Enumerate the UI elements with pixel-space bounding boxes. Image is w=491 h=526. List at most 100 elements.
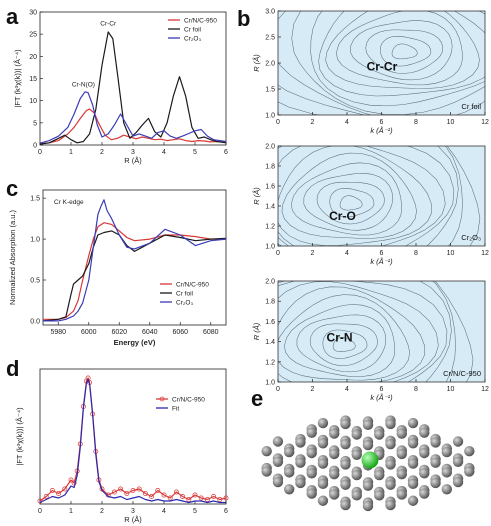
carbon-atom bbox=[430, 457, 441, 468]
carbon-atom bbox=[317, 478, 329, 490]
carbon-atom bbox=[430, 437, 441, 448]
y-tick-label: 0 bbox=[33, 143, 37, 150]
data-point bbox=[204, 497, 210, 502]
data-point bbox=[155, 488, 161, 493]
contour-line bbox=[278, 146, 446, 246]
contour-line bbox=[278, 146, 432, 246]
carbon-atom bbox=[464, 466, 475, 477]
contour-subplot-0: 0 2 4 6 8 10 12 1.0 1.5 2.0 2.5 3.0 k (Å⁻¹) R (Å) Cr-C… bbox=[252, 9, 489, 136]
contour-background bbox=[278, 281, 485, 382]
legend-label-0: Cr/N/C-950 bbox=[172, 396, 205, 403]
legend-label-1: Cr foil bbox=[176, 290, 194, 297]
x-tick-label: 2 bbox=[311, 250, 315, 257]
chart-a-ft-exafs: 0 1 2 3 4 5 6 0 5 10 15 20 25 30 R (Å) |FT (k³χ(k))| (Å… bbox=[13, 10, 228, 166]
chart-c-xanes: 5980 6000 6020 6040 6060 6080 0.0 0.5 1.0 1.5 Ener… bbox=[8, 189, 227, 347]
x-tick-label: 2 bbox=[311, 119, 315, 126]
x-tick-label: 0 bbox=[38, 149, 42, 156]
carbon-atom bbox=[351, 469, 362, 481]
contour-line bbox=[296, 314, 387, 373]
x-tick-label: 4 bbox=[162, 508, 166, 515]
x-tick-label: 0 bbox=[276, 250, 280, 257]
contour-lines bbox=[278, 11, 485, 115]
carbon-atom bbox=[374, 429, 385, 440]
y-tick-label: 1.6 bbox=[265, 184, 275, 191]
carbon-atom bbox=[407, 458, 419, 469]
y-tick-label: 1.0 bbox=[265, 113, 275, 120]
legend-label-0: Cr/N/C-950 bbox=[184, 17, 217, 24]
y-tick-label: 1.6 bbox=[265, 319, 275, 326]
x-axis-label: k (Å⁻¹) bbox=[370, 257, 393, 266]
carbon-atom bbox=[340, 499, 351, 511]
x-tick-label: 12 bbox=[481, 386, 489, 393]
contour-line bbox=[391, 43, 418, 60]
carbon-atom bbox=[396, 428, 407, 439]
x-tick-label: 2 bbox=[100, 508, 104, 515]
contour-line bbox=[336, 11, 463, 86]
peak-annotation-1: Cr-N(O) bbox=[72, 81, 95, 88]
series-line-0 bbox=[43, 222, 226, 320]
carbon-atom bbox=[362, 480, 374, 491]
carbon-atom bbox=[317, 495, 329, 506]
carbon-atom bbox=[407, 438, 419, 449]
carbon-atom bbox=[283, 467, 295, 478]
x-tick-label: 6 bbox=[224, 149, 228, 156]
contour-line bbox=[329, 188, 375, 218]
contour-line bbox=[318, 11, 485, 97]
data-point bbox=[161, 492, 167, 498]
chart-b-wavelet-contours: 0 2 4 6 8 10 12 1.0 1.5 2.0 2.5 3.0 k (Å⁻¹) R (Å) Cr-C… bbox=[252, 9, 489, 403]
y-tick-label: 2.5 bbox=[265, 35, 275, 42]
chart-d-fit: 0 1 2 3 4 5 6 R (Å) |FT (k³χ(k))| (Å⁻⁴) Cr/N/C-95… bbox=[15, 368, 229, 524]
x-tick-label: 10 bbox=[447, 386, 455, 393]
contour-line bbox=[291, 162, 402, 236]
carbon-atom bbox=[306, 447, 317, 459]
carbon-atom bbox=[407, 417, 419, 429]
y-tick-label: 1.8 bbox=[265, 164, 275, 171]
y-tick-label: 1.2 bbox=[265, 224, 275, 231]
x-tick-label: 10 bbox=[447, 119, 455, 126]
plot-frame bbox=[42, 189, 227, 326]
data-point bbox=[111, 489, 117, 495]
contour-line bbox=[316, 181, 385, 225]
carbon-atom bbox=[306, 488, 317, 499]
y-tick-label: 2.0 bbox=[265, 279, 275, 286]
y-tick-label: 30 bbox=[29, 10, 37, 17]
data-point bbox=[142, 491, 148, 496]
carbon-atom bbox=[329, 448, 340, 460]
x-axis-label: k (Å⁻¹) bbox=[370, 126, 393, 135]
contour-line bbox=[365, 29, 444, 74]
contour-line bbox=[278, 11, 485, 115]
sample-label: Cr₂O₃ bbox=[461, 233, 481, 242]
x-tick-label: 4 bbox=[345, 386, 349, 393]
data-point bbox=[124, 491, 130, 496]
carbon-atom bbox=[441, 446, 453, 458]
carbon-atom bbox=[407, 478, 419, 490]
data-point bbox=[56, 491, 62, 496]
carbon-atom bbox=[362, 419, 374, 431]
data-point bbox=[180, 494, 186, 499]
panel-label-e: e bbox=[251, 386, 263, 411]
y-tick-label: 3.0 bbox=[265, 9, 275, 16]
carbon-atom bbox=[340, 418, 351, 430]
carbon-atom bbox=[407, 495, 419, 506]
carbon-atom bbox=[306, 427, 317, 438]
contour-line bbox=[309, 323, 378, 366]
carbon-atom bbox=[374, 469, 385, 481]
data-point bbox=[167, 495, 173, 501]
chromium-atom bbox=[361, 451, 379, 469]
legend-label-0: Cr/N/C-950 bbox=[176, 281, 209, 288]
carbon-atom bbox=[374, 490, 385, 501]
data-point bbox=[118, 486, 124, 492]
carbon-atom bbox=[385, 479, 396, 490]
x-tick-label: 12 bbox=[481, 119, 489, 126]
series-line-1 bbox=[39, 378, 226, 504]
x-axis-label: k (Å⁻¹) bbox=[370, 393, 393, 402]
data-point bbox=[173, 489, 179, 495]
y-tick-label: 1.2 bbox=[265, 359, 275, 366]
y-tick-label: 0.5 bbox=[30, 278, 40, 285]
carbon-atom bbox=[385, 418, 396, 430]
carbon-atom bbox=[317, 417, 329, 429]
data-point bbox=[223, 495, 229, 501]
y-tick-label: 0.0 bbox=[30, 318, 40, 325]
bond-label: Cr-Cr bbox=[367, 60, 398, 74]
